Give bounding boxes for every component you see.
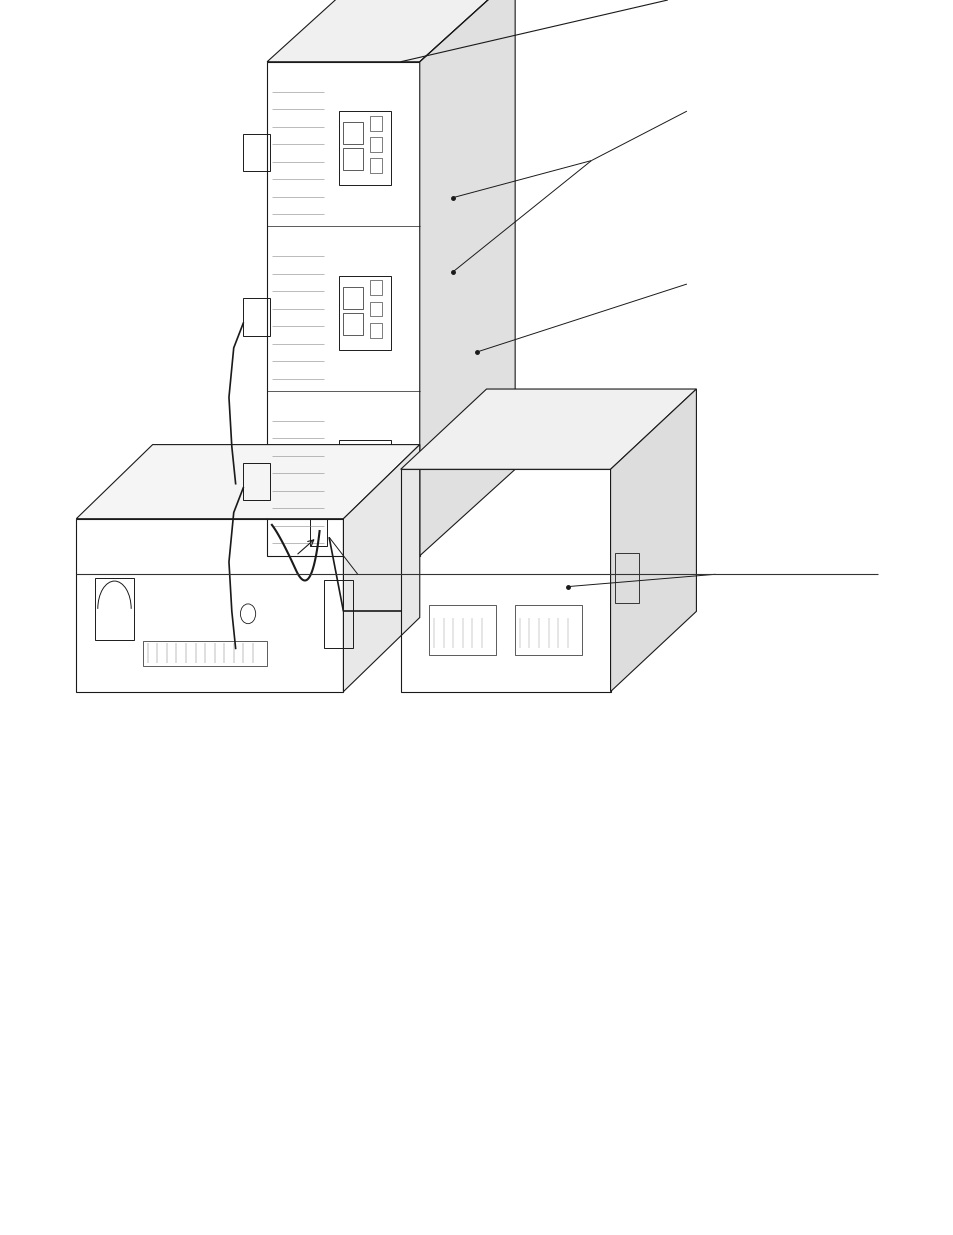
Bar bbox=[343, 452, 362, 474]
Bar bbox=[243, 133, 270, 170]
Bar bbox=[370, 488, 381, 503]
Bar bbox=[370, 137, 381, 152]
Bar bbox=[370, 158, 381, 173]
Polygon shape bbox=[76, 445, 419, 519]
Bar bbox=[267, 62, 419, 556]
Bar bbox=[429, 605, 496, 655]
Bar bbox=[370, 445, 381, 459]
Bar bbox=[370, 467, 381, 482]
Bar bbox=[76, 519, 343, 692]
Bar bbox=[310, 519, 327, 546]
Bar bbox=[143, 641, 267, 666]
Bar bbox=[400, 469, 610, 692]
Bar bbox=[95, 578, 133, 640]
Bar bbox=[615, 553, 639, 603]
Polygon shape bbox=[419, 0, 515, 556]
Bar bbox=[338, 275, 391, 350]
Bar bbox=[343, 287, 362, 309]
Bar bbox=[343, 148, 362, 170]
Bar bbox=[338, 111, 391, 185]
Bar bbox=[370, 322, 381, 337]
Bar bbox=[243, 299, 270, 336]
Bar bbox=[343, 478, 362, 500]
Polygon shape bbox=[343, 445, 419, 692]
Bar bbox=[515, 605, 581, 655]
Bar bbox=[370, 116, 381, 131]
Bar bbox=[370, 301, 381, 316]
Bar bbox=[370, 280, 381, 295]
Bar bbox=[243, 463, 270, 500]
Bar bbox=[343, 312, 362, 335]
Polygon shape bbox=[400, 389, 696, 469]
Bar bbox=[343, 122, 362, 144]
Polygon shape bbox=[267, 0, 515, 62]
Bar bbox=[324, 580, 353, 648]
Polygon shape bbox=[610, 389, 696, 692]
Bar bbox=[338, 441, 391, 515]
